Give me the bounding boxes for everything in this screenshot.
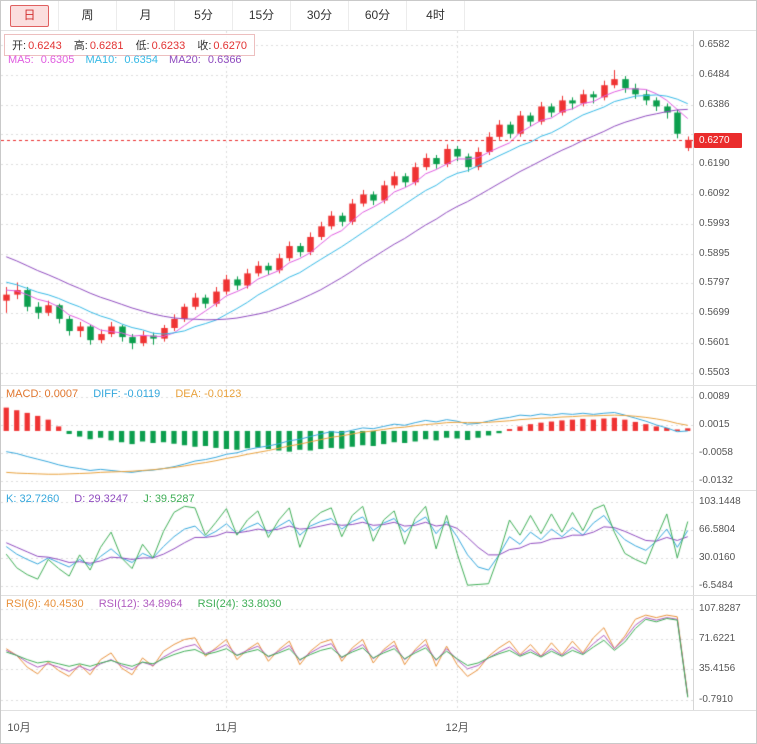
macd-panel: MACD: 0.0007 DIFF: -0.0119 DEA: -0.0123 … bbox=[1, 386, 756, 491]
y-tick-label: -0.0058 bbox=[699, 446, 733, 458]
rsi6-value: 40.4530 bbox=[43, 598, 84, 610]
y-tick-label: 0.5797 bbox=[699, 277, 730, 289]
dea-value: -0.0123 bbox=[204, 388, 242, 400]
main-plot-area[interactable]: 开: 0.6243 高: 0.6281 低: 0.6233 收: 0.6270 MA5:… bbox=[1, 31, 693, 385]
ohlc-info-box: 开: 0.6243 高: 0.6281 低: 0.6233 收: 0.6270 bbox=[4, 34, 256, 56]
tab-30min[interactable]: 30分 bbox=[291, 1, 349, 30]
rsi6-label: RSI(6): bbox=[6, 598, 41, 610]
open-value: 0.6243 bbox=[28, 40, 62, 52]
high-value: 0.6281 bbox=[89, 40, 124, 52]
tab-week-label: 周 bbox=[81, 8, 94, 22]
rsi12-label: RSI(12): bbox=[98, 598, 140, 610]
y-tick-label: 0.6092 bbox=[699, 187, 730, 199]
ma10-label: MA10: bbox=[85, 54, 118, 66]
tab-15min[interactable]: 15分 bbox=[233, 1, 291, 30]
ma5-value: 0.6305 bbox=[40, 54, 75, 66]
rsi-legend: RSI(6): 40.4530 RSI(12): 34.8964 RSI(24)… bbox=[6, 598, 293, 610]
k-value: 32.7260 bbox=[19, 493, 60, 505]
macd-value: 0.0007 bbox=[44, 388, 79, 400]
diff-label: DIFF: bbox=[93, 388, 121, 400]
tab-month[interactable]: 月 bbox=[117, 1, 175, 30]
y-tick-label: 0.5699 bbox=[699, 307, 730, 319]
dea-label: DEA: bbox=[175, 388, 202, 400]
macd-canvas[interactable] bbox=[1, 386, 693, 490]
ma-legend: MA5: 0.6305 MA10: 0.6354 MA20: 0.6366 bbox=[8, 54, 250, 66]
tab-4hour-label: 4时 bbox=[426, 8, 445, 22]
rsi12-value: 34.8964 bbox=[142, 598, 183, 610]
x-axis-label: 11月 bbox=[215, 722, 238, 734]
tab-month-label: 月 bbox=[139, 8, 152, 22]
j-value: 39.5287 bbox=[154, 493, 195, 505]
close-label: 收: bbox=[197, 40, 212, 52]
x-axis-label: 10月 bbox=[7, 722, 31, 734]
macd-plot-area[interactable]: MACD: 0.0007 DIFF: -0.0119 DEA: -0.0123 bbox=[1, 386, 693, 490]
y-tick-label: 107.8287 bbox=[699, 602, 741, 614]
ma20-label: MA20: bbox=[169, 54, 201, 66]
y-tick-label: 0.5895 bbox=[699, 247, 730, 259]
rsi24-label: RSI(24): bbox=[197, 598, 239, 610]
rsi-plot-area[interactable]: RSI(6): 40.4530 RSI(12): 34.8964 RSI(24)… bbox=[1, 596, 693, 710]
tab-5min[interactable]: 5分 bbox=[175, 1, 233, 30]
y-tick-label: 35.4156 bbox=[699, 663, 736, 675]
macd-legend: MACD: 0.0007 DIFF: -0.0119 DEA: -0.0123 bbox=[6, 388, 253, 400]
y-tick-label: 0.5503 bbox=[699, 366, 730, 378]
kdj-y-axis: 103.1448 66.5804 30.0160 -6.5484 bbox=[693, 491, 756, 595]
tab-60min-label: 60分 bbox=[364, 8, 391, 22]
rsi24-value: 33.8030 bbox=[241, 598, 282, 610]
main-y-axis: 0.6270 0.6582 0.6484 0.6386 0.6190 0.6092 0.5… bbox=[693, 31, 756, 385]
tab-5min-label: 5分 bbox=[194, 8, 213, 22]
j-label: J: bbox=[143, 493, 152, 505]
tab-60min[interactable]: 60分 bbox=[349, 1, 407, 30]
y-tick-label: 103.1448 bbox=[699, 496, 741, 508]
diff-value: -0.0119 bbox=[123, 388, 161, 400]
d-label: D: bbox=[74, 493, 86, 505]
rsi-y-axis: 107.8287 71.6221 35.4156 -0.7910 bbox=[693, 596, 756, 710]
timeframe-tabbar: 日 周 月 5分 15分 30分 60分 4时 bbox=[1, 1, 756, 31]
y-tick-label: -0.7910 bbox=[699, 693, 733, 705]
kdj-panel: K: 32.7260 D: 29.3247 J: 39.5287 103.144… bbox=[1, 491, 756, 596]
x-axis-label: 12月 bbox=[445, 722, 469, 734]
x-axis: 10月 11月 12月 bbox=[1, 711, 756, 743]
low-value: 0.6233 bbox=[151, 40, 186, 52]
ma20-value: 0.6366 bbox=[207, 54, 242, 66]
kdj-canvas[interactable] bbox=[1, 491, 693, 595]
y-tick-label: 0.0015 bbox=[699, 419, 730, 431]
y-tick-label: 66.5804 bbox=[699, 524, 736, 536]
y-tick-label: -6.5484 bbox=[699, 579, 733, 591]
rsi-canvas[interactable] bbox=[1, 596, 693, 710]
y-tick-label: 0.6190 bbox=[699, 158, 730, 170]
d-value: 29.3247 bbox=[88, 493, 129, 505]
y-tick-label: 0.5993 bbox=[699, 217, 730, 229]
tab-30min-label: 30分 bbox=[306, 8, 333, 22]
y-tick-label: 30.0160 bbox=[699, 551, 736, 563]
rsi-panel: RSI(6): 40.4530 RSI(12): 34.8964 RSI(24)… bbox=[1, 596, 756, 711]
y-tick-label: 0.6386 bbox=[699, 98, 730, 110]
tab-4hour[interactable]: 4时 bbox=[407, 1, 465, 30]
tab-day-label: 日 bbox=[10, 5, 49, 27]
kdj-plot-area[interactable]: K: 32.7260 D: 29.3247 J: 39.5287 bbox=[1, 491, 693, 595]
macd-y-axis: 0.0089 0.0015 -0.0058 -0.0132 bbox=[693, 386, 756, 490]
open-label: 开: bbox=[12, 40, 27, 52]
macd-label: MACD: bbox=[6, 388, 42, 400]
candlestick-canvas[interactable] bbox=[1, 31, 693, 385]
low-label: 低: bbox=[135, 40, 150, 52]
current-price-badge: 0.6270 bbox=[694, 132, 742, 148]
y-tick-label: 0.0089 bbox=[699, 391, 730, 403]
tab-15min-label: 15分 bbox=[248, 8, 275, 22]
y-tick-label: 0.6582 bbox=[699, 39, 730, 51]
k-label: K: bbox=[6, 493, 17, 505]
ma10-value: 0.6354 bbox=[124, 54, 158, 66]
ma5-label: MA5: bbox=[8, 54, 34, 66]
high-label: 高: bbox=[73, 40, 88, 52]
tab-week[interactable]: 周 bbox=[59, 1, 117, 30]
main-candlestick-panel: 开: 0.6243 高: 0.6281 低: 0.6233 收: 0.6270 MA5:… bbox=[1, 31, 756, 386]
y-tick-label: 71.6221 bbox=[699, 632, 736, 644]
tab-day[interactable]: 日 bbox=[1, 1, 59, 30]
y-tick-label: 0.6484 bbox=[699, 68, 730, 80]
y-tick-label: -0.0132 bbox=[699, 474, 733, 486]
kdj-legend: K: 32.7260 D: 29.3247 J: 39.5287 bbox=[6, 493, 207, 505]
y-tick-label: 0.5601 bbox=[699, 336, 730, 348]
close-value: 0.6270 bbox=[213, 40, 248, 52]
